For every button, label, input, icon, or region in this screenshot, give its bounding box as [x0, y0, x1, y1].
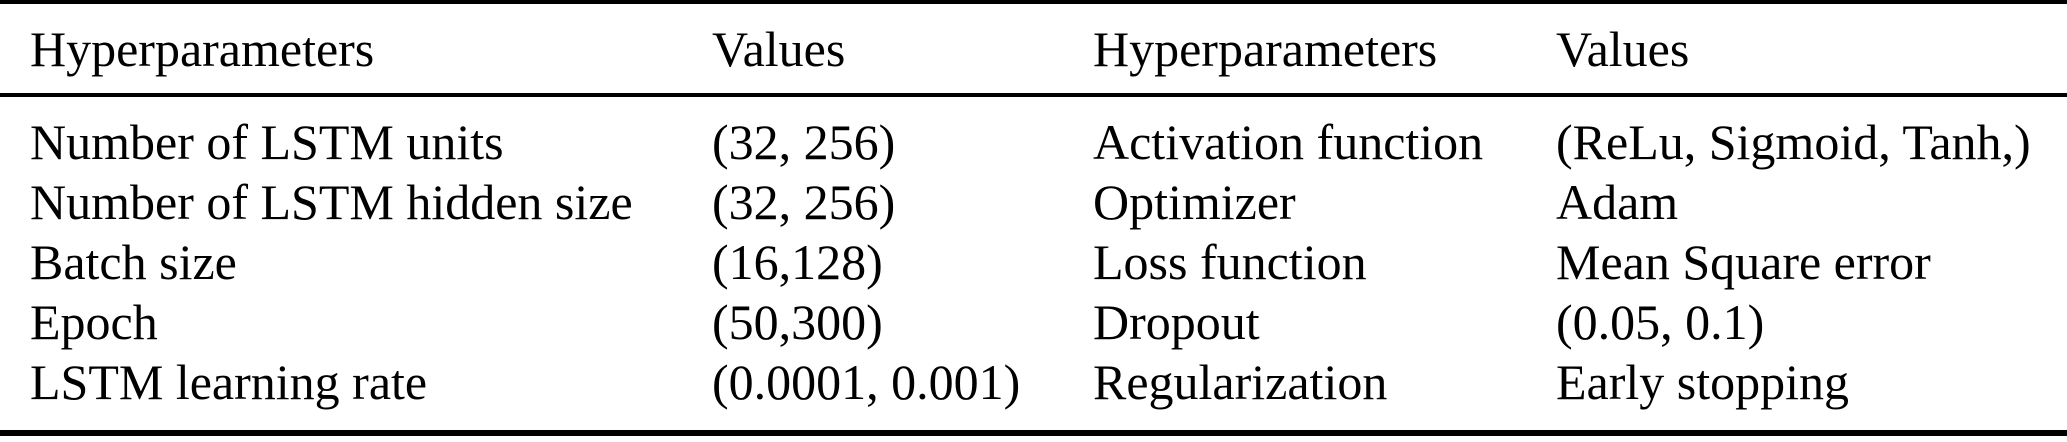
param-value-cell: Early stopping [1556, 354, 1850, 410]
param-name-cell: Loss function [1093, 234, 1367, 290]
table-row-batch-size: Batch size (16,128) Loss function Mean S… [0, 232, 2067, 292]
table-row-hidden-size: Number of LSTM hidden size (32, 256) Opt… [0, 172, 2067, 232]
param-value-cell: (50,300) [712, 294, 883, 350]
table-body: Number of LSTM units (32, 256) Activatio… [0, 95, 2067, 433]
param-value-cell: Adam [1556, 174, 1679, 230]
header-row: Hyperparameters Values Hyperparameters V… [0, 2, 2067, 95]
param-name-cell: Number of LSTM hidden size [30, 174, 633, 230]
param-value-cell: Mean Square error [1556, 234, 1931, 290]
header-hyperparameters-left: Hyperparameters [30, 20, 375, 77]
param-name-cell: Activation function [1093, 114, 1484, 170]
param-name-cell: Batch size [30, 234, 237, 290]
param-name-cell: Optimizer [1093, 174, 1296, 230]
param-value-cell: (0.05, 0.1) [1556, 294, 1765, 350]
param-value-cell: (ReLu, Sigmoid, Tanh,) [1556, 114, 2031, 170]
param-name-cell: Regularization [1093, 354, 1388, 410]
param-name-cell: Dropout [1093, 294, 1260, 350]
table-row-learning-rate: LSTM learning rate (0.0001, 0.001) Regul… [0, 352, 2067, 433]
table-row-lstm-units: Number of LSTM units (32, 256) Activatio… [0, 95, 2067, 172]
header-values-left: Values [712, 20, 846, 77]
table-header: Hyperparameters Values Hyperparameters V… [0, 2, 2067, 95]
table-row-epoch: Epoch (50,300) Dropout (0.05, 0.1) [0, 292, 2067, 352]
param-name-cell: LSTM learning rate [30, 354, 428, 410]
param-value-cell: (0.0001, 0.001) [712, 354, 1021, 410]
param-value-cell: (16,128) [712, 234, 883, 290]
param-name-cell: Number of LSTM units [30, 114, 504, 170]
param-name-cell: Epoch [30, 294, 158, 350]
param-value-cell: (32, 256) [712, 114, 896, 170]
param-value-cell: (32, 256) [712, 174, 896, 230]
header-values-right: Values [1556, 20, 1690, 77]
header-hyperparameters-right: Hyperparameters [1093, 20, 1438, 77]
